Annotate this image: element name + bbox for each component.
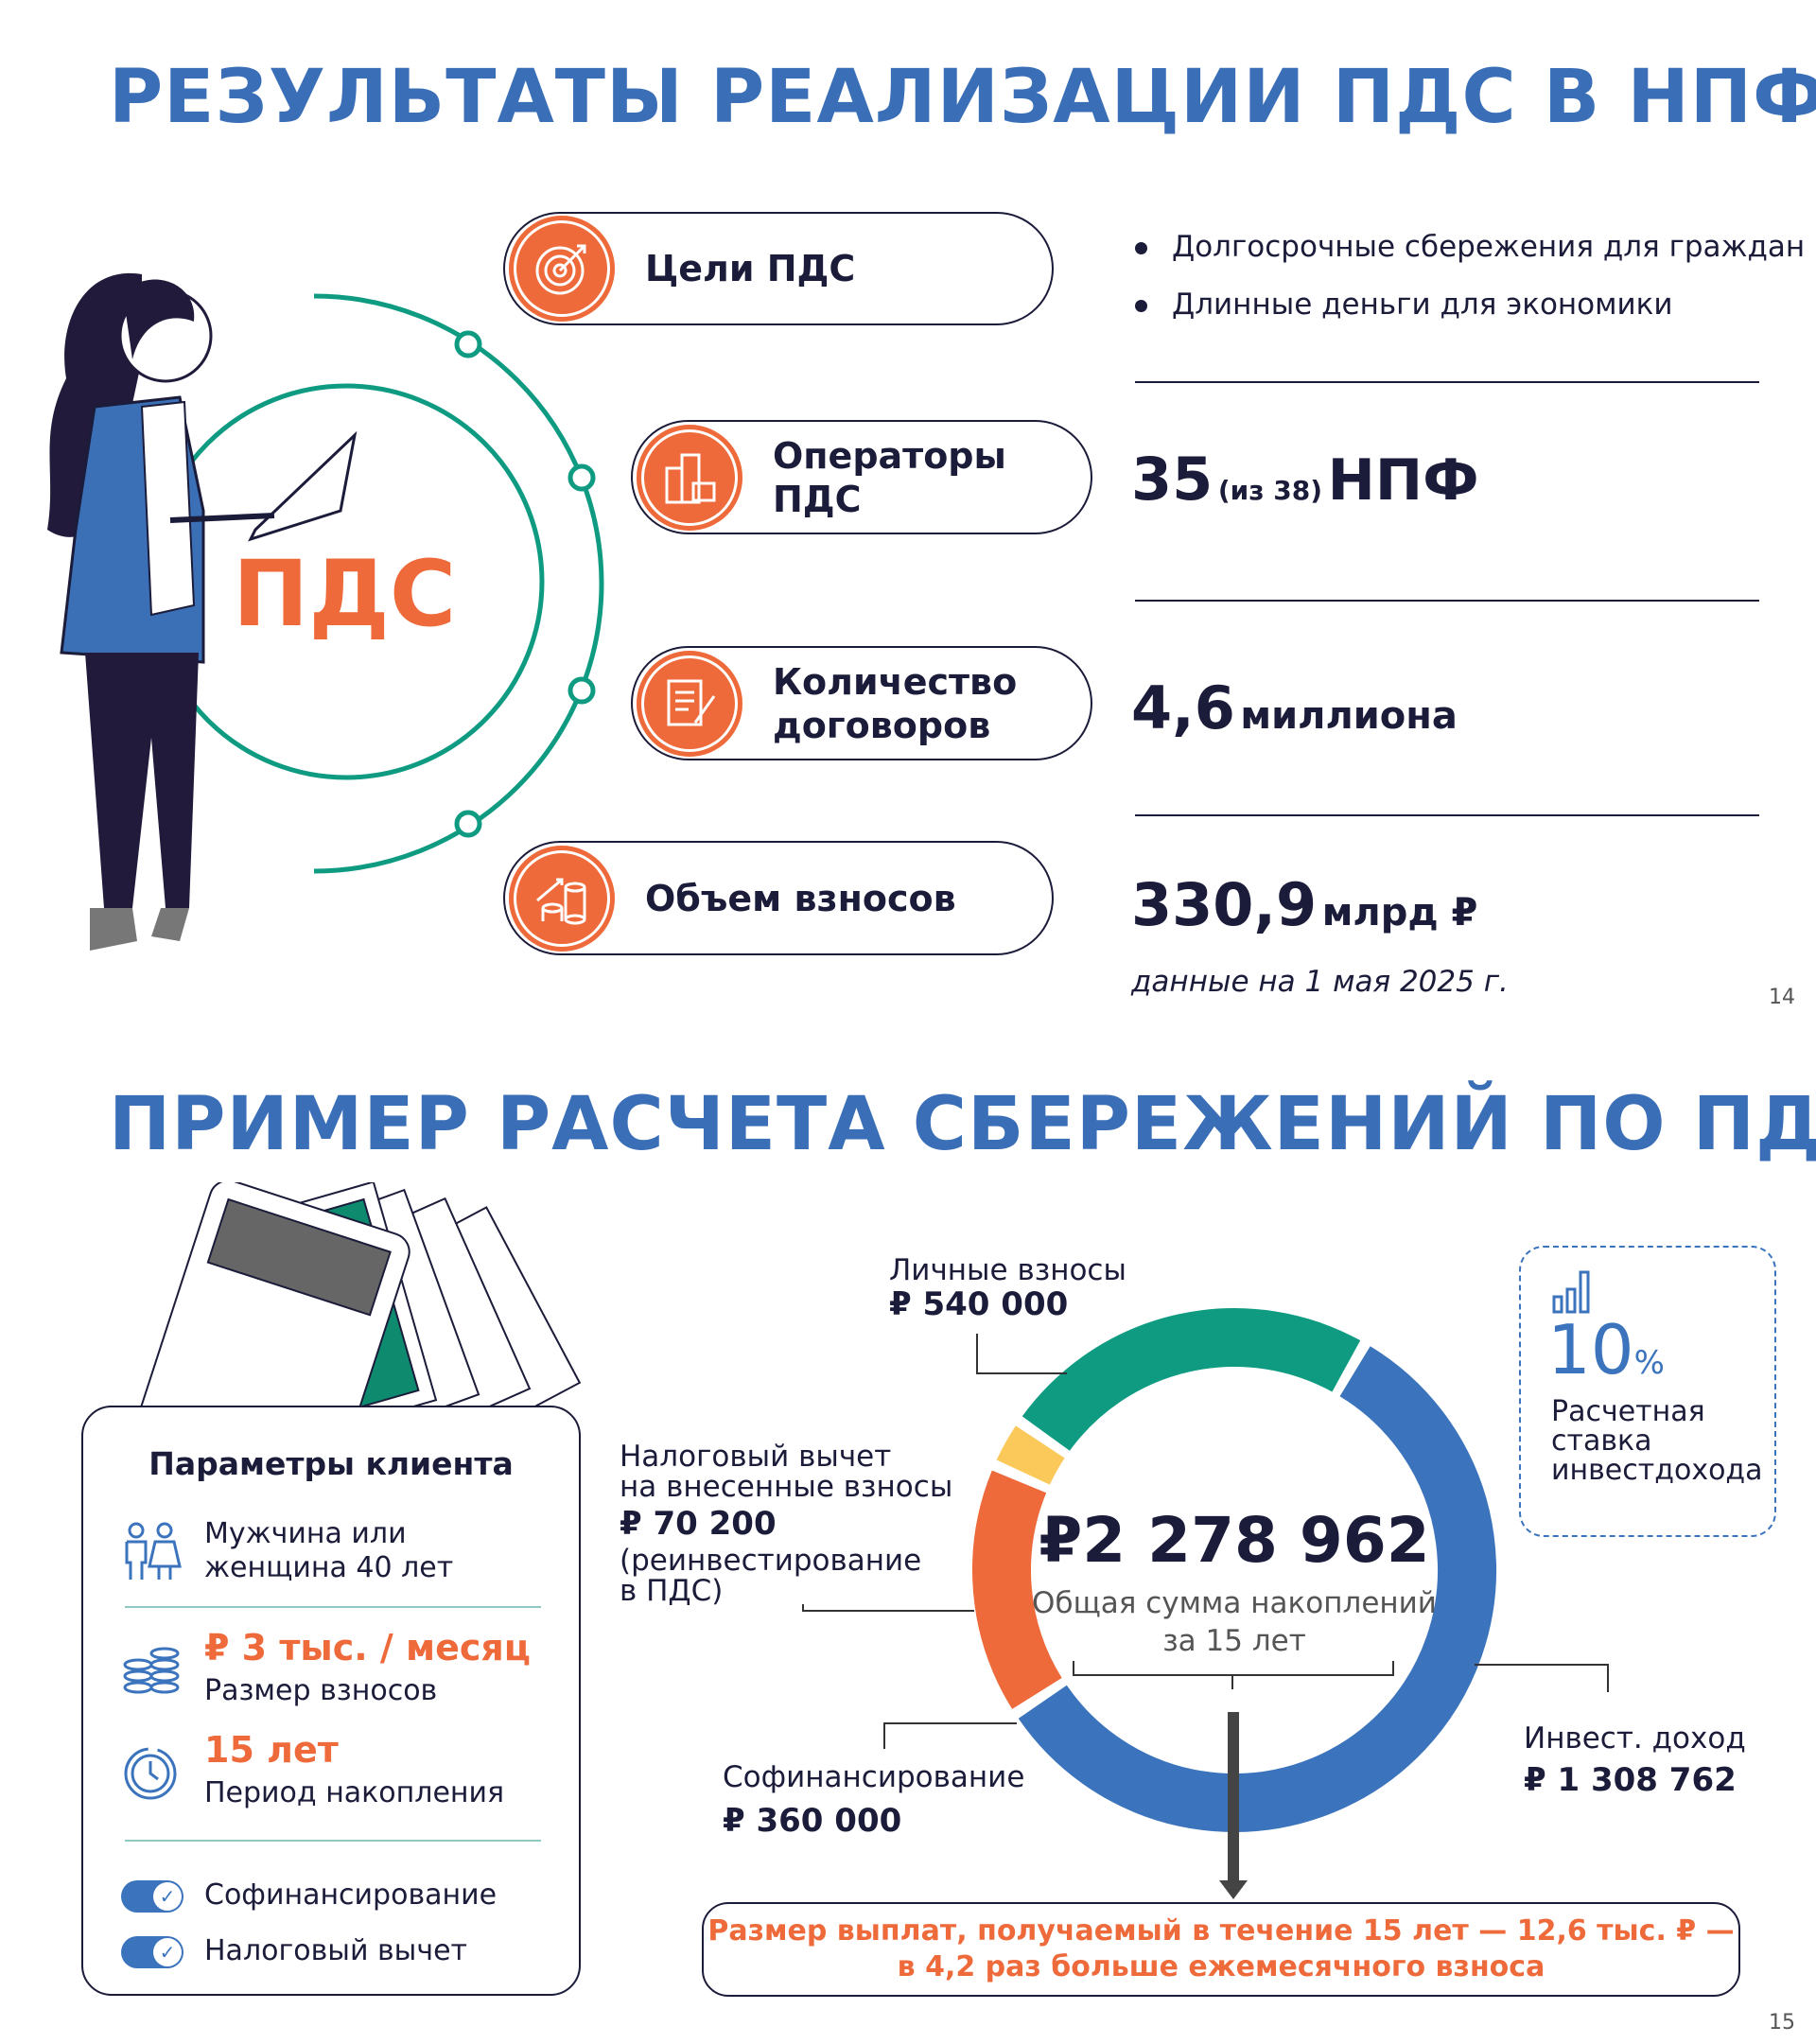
woman-illustration bbox=[47, 272, 604, 951]
divider bbox=[125, 1606, 541, 1608]
pill-contributions: Объем взносов bbox=[503, 841, 1054, 955]
divider bbox=[125, 1840, 541, 1842]
bracket bbox=[1073, 1661, 1394, 1676]
slide2-title: ПРИМЕР РАСЧЕТА СБЕРЕЖЕНИЙ ПО ПДС bbox=[109, 1082, 1816, 1167]
pill-goals: Цели ПДС bbox=[503, 212, 1054, 325]
rate-label: Расчетная ставка инвестдохода bbox=[1551, 1395, 1763, 1487]
pill-contracts: Количество договоров bbox=[631, 646, 1092, 760]
tax-deduction-label: Налоговый вычет bbox=[204, 1934, 468, 1967]
date-note: данные на 1 мая 2025 г. bbox=[1131, 965, 1509, 999]
contributions-value: 330,9 млрд ₽ bbox=[1131, 870, 1478, 939]
result-line: Размер выплат, получаемый в течение 15 л… bbox=[707, 1914, 1735, 1948]
cofinancing-slice-label: Софинансирование ₽ 360 000 bbox=[723, 1760, 1025, 1840]
leader-line bbox=[976, 1372, 1067, 1374]
leader-line bbox=[802, 1610, 974, 1612]
contribution-label: Размер взносов bbox=[204, 1674, 438, 1707]
page-number: 14 bbox=[1769, 986, 1795, 1009]
coins-icon bbox=[123, 1647, 180, 1694]
rate-value: 10% bbox=[1547, 1310, 1665, 1389]
divider bbox=[1135, 600, 1759, 602]
period-label: Период накопления bbox=[204, 1776, 505, 1809]
arrow-shaft bbox=[1228, 1712, 1239, 1882]
donut-slice bbox=[1022, 1308, 1361, 1452]
pill-label: Цели ПДС bbox=[645, 248, 856, 289]
target-icon bbox=[509, 216, 615, 322]
center-label: ПДС bbox=[233, 541, 457, 647]
result-box: Размер выплат, получаемый в течение 15 л… bbox=[702, 1902, 1740, 1997]
invest-income-label: Инвест. доход ₽ 1 308 762 bbox=[1524, 1721, 1746, 1799]
operators-value: 35 (из 38) НПФ bbox=[1131, 445, 1479, 514]
divider bbox=[1135, 381, 1759, 383]
contracts-value: 4,6 миллиона bbox=[1131, 673, 1458, 742]
contract-icon bbox=[637, 650, 742, 757]
divider bbox=[1135, 814, 1759, 816]
result-line: в 4,2 раз больше ежемесячного взноса bbox=[897, 1950, 1545, 1983]
total-label: Общая сумма накоплений bbox=[1032, 1586, 1437, 1620]
leader-line bbox=[1607, 1664, 1609, 1692]
client-description: Мужчина или женщина 40 лет bbox=[204, 1517, 454, 1584]
pill-label: Количество договоров bbox=[773, 660, 1018, 746]
buildings-icon bbox=[637, 424, 742, 531]
leader-line bbox=[802, 1604, 804, 1612]
bar-chart-icon bbox=[1552, 1270, 1590, 1314]
people-icon bbox=[125, 1522, 182, 1580]
pill-operators: Операторы ПДС bbox=[631, 420, 1092, 534]
donut-slice bbox=[1018, 1346, 1496, 1832]
leader-line bbox=[883, 1722, 885, 1749]
bracket-tip bbox=[1231, 1676, 1233, 1689]
tax-label: Налоговый вычет на внесенные взносы ₽ 70 2… bbox=[620, 1440, 953, 1608]
pill-label: Объем взносов bbox=[645, 877, 956, 919]
leader-line bbox=[1475, 1664, 1608, 1666]
goal-item: Длинные деньги для экономики bbox=[1135, 288, 1673, 322]
donut-slice bbox=[972, 1470, 1062, 1709]
coins-growth-icon bbox=[509, 845, 615, 952]
client-params-card: Параметры клиента Мужчина или женщина 40… bbox=[81, 1406, 581, 1996]
outer-arc bbox=[313, 293, 604, 874]
cofinancing-label: Софинансирование bbox=[204, 1878, 498, 1912]
period-value: 15 лет bbox=[204, 1729, 339, 1771]
cofinancing-toggle[interactable] bbox=[121, 1880, 183, 1913]
slide1-title: РЕЗУЛЬТАТЫ РЕАЛИЗАЦИИ ПДС В НПФ bbox=[109, 55, 1816, 140]
rate-box: 10% Расчетная ставка инвестдохода bbox=[1519, 1246, 1776, 1537]
clock-icon bbox=[124, 1747, 177, 1800]
contribution-value: ₽ 3 тыс. / месяц bbox=[204, 1627, 531, 1668]
card-title: Параметры клиента bbox=[148, 1445, 514, 1482]
leader-line bbox=[883, 1722, 1017, 1724]
arrow-down-icon bbox=[1219, 1880, 1248, 1899]
goal-item: Долгосрочные сбережения для граждан bbox=[1135, 230, 1805, 264]
total-period: за 15 лет bbox=[1162, 1624, 1306, 1658]
page-number: 15 bbox=[1769, 2011, 1795, 2035]
pill-label: Операторы ПДС bbox=[773, 434, 1006, 520]
personal-label: Личные взносы ₽ 540 000 bbox=[889, 1253, 1126, 1323]
total-value: ₽2 278 962 bbox=[1039, 1504, 1430, 1577]
donut-slice bbox=[996, 1425, 1065, 1486]
leader-line bbox=[976, 1334, 978, 1373]
tax-deduction-toggle[interactable] bbox=[121, 1936, 183, 1968]
